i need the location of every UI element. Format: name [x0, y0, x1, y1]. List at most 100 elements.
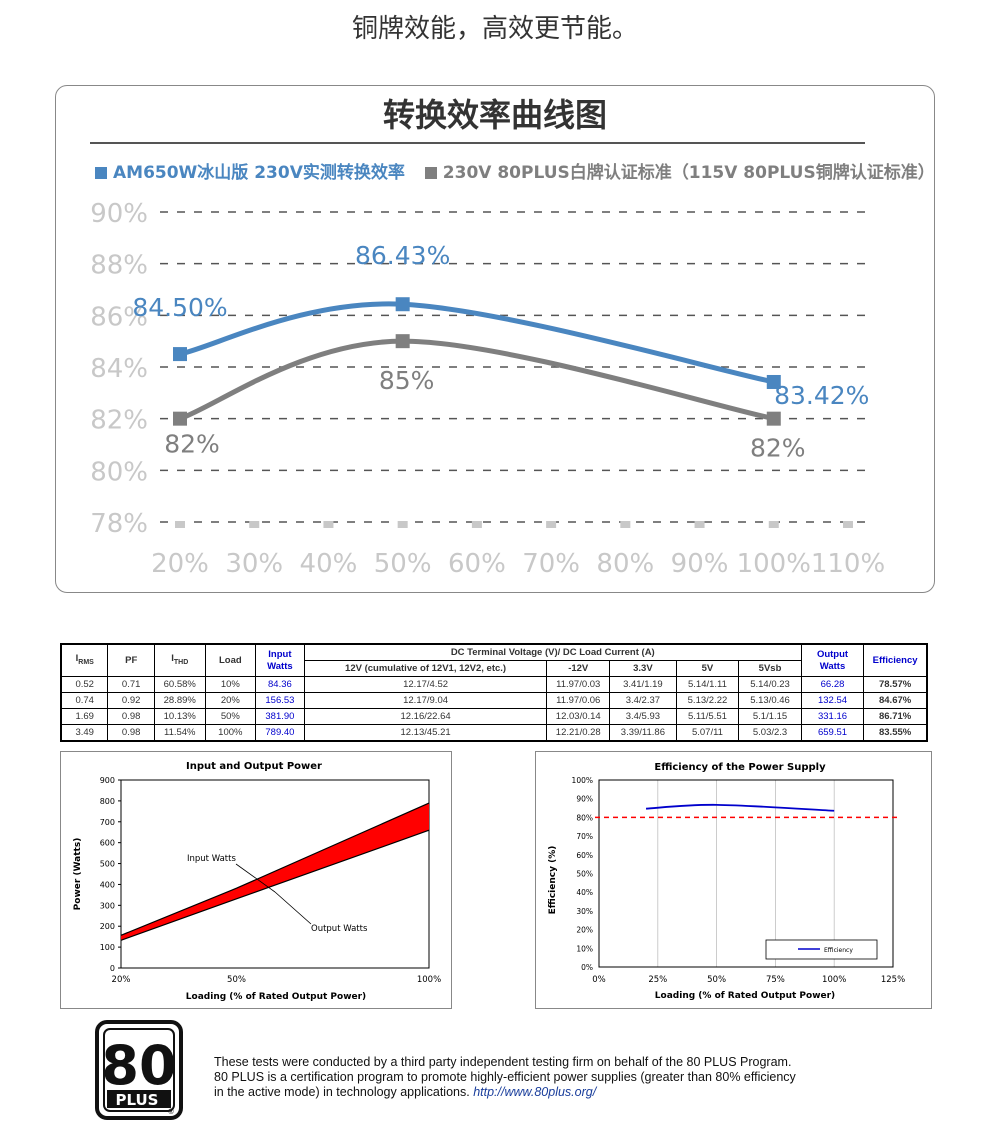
data-point — [395, 334, 410, 349]
col-5vsb: 5Vsb — [738, 660, 802, 677]
series-line — [177, 338, 777, 422]
y-tick-label: 100% — [572, 776, 593, 785]
legend-item-measured: AM650W冰山版 230V实测转换效率 — [95, 158, 405, 183]
cell-output-watts: 132.54 — [800, 692, 865, 709]
note-line-3: in the active mode) in technology applic… — [214, 1085, 597, 1099]
cell-minus12v: 12.21/0.28 — [546, 724, 611, 742]
input-output-power-chart: Input and Output Power 0 100 200 300 400 500 60… — [73, 761, 441, 1002]
eff-x-axis-title: Loading (% of Rated Output Power) — [655, 991, 835, 1001]
chart-title: 转换效率曲线图 — [382, 96, 607, 134]
80plus-logo: 80 PLUS ® — [95, 1020, 183, 1120]
cell-5vsb: 5.1/1.15 — [738, 708, 802, 725]
cell-irms: 3.49 — [60, 724, 109, 742]
y-tick-label: 10% — [576, 944, 593, 953]
cell-irms: 1.69 — [60, 708, 109, 725]
col-irms: IRMS — [60, 643, 109, 677]
y-tick-label: 800 — [100, 797, 115, 806]
cell-load: 10% — [204, 676, 257, 693]
cell-load: 100% — [204, 724, 257, 742]
data-label: 86.43% — [355, 241, 450, 270]
col-12v: 12V (cumulative of 12V1, 12V2, etc.) — [303, 660, 548, 677]
y-tick-label: 400 — [100, 880, 115, 889]
cell-input-watts: 156.53 — [255, 692, 305, 709]
x-tick-label: 70% — [522, 549, 580, 579]
x-tick-label: 75% — [766, 975, 785, 985]
x-tick-label: 100% — [737, 549, 811, 579]
x-tick-mark — [843, 521, 853, 528]
x-tick-mark — [694, 521, 705, 528]
cell-12v: 12.17/9.04 — [303, 692, 548, 709]
y-tick-label: 70% — [576, 832, 593, 841]
y-tick-label: 80% — [90, 457, 148, 487]
title-divider — [90, 142, 865, 144]
y-tick-label: 0 — [110, 964, 115, 973]
x-tick-label: 50% — [227, 975, 246, 985]
y-tick-label: 60% — [576, 851, 593, 860]
cell-pf: 0.92 — [107, 692, 155, 709]
data-point — [395, 297, 410, 312]
output-callout-line — [274, 891, 312, 925]
y-tick-label: 900 — [100, 776, 115, 785]
power-chart-title: Input and Output Power — [186, 761, 322, 772]
cell-12v: 12.13/45.21 — [303, 724, 548, 742]
legend-swatch-blue — [95, 167, 107, 179]
x-tick-mark — [249, 521, 260, 528]
disclaimer-note: These tests were conducted by a third pa… — [214, 1055, 796, 1100]
legend-label-standard: 230V 80PLUS白牌认证标准（115V 80PLUS铜牌认证标准） — [442, 163, 935, 183]
cell-pf: 0.98 — [107, 708, 155, 725]
legend-item-standard: 230V 80PLUS白牌认证标准（115V 80PLUS铜牌认证标准） — [424, 158, 935, 183]
x-tick-mark — [768, 521, 779, 528]
x-tick-label: 30% — [225, 549, 283, 579]
cell-minus12v: 11.97/0.03 — [546, 676, 611, 693]
y-tick-label: 82% — [90, 406, 148, 436]
cell-5vsb: 5.03/2.3 — [738, 724, 802, 742]
cell-efficiency: 83.55% — [863, 724, 928, 742]
x-tick-label: 20% — [151, 549, 209, 579]
logo-mark: ® — [168, 1108, 175, 1116]
x-tick-label: 60% — [448, 549, 506, 579]
x-tick-label: 80% — [596, 549, 654, 579]
x-tick-label: 25% — [648, 975, 667, 985]
x-tick-label: 110% — [811, 549, 885, 579]
x-tick-label: 50% — [707, 975, 726, 985]
cell-5vsb: 5.13/0.46 — [738, 692, 802, 709]
data-point — [173, 347, 187, 362]
cell-efficiency: 78.57% — [863, 676, 928, 693]
data-label: 83.42% — [774, 381, 869, 410]
cell-ithd: 10.13% — [153, 708, 206, 725]
x-tick-label: 125% — [881, 975, 905, 985]
table-row: 0.52 0.71 60.58% 10% 84.36 12.17/4.52 11… — [60, 676, 928, 693]
data-label: 82% — [164, 430, 220, 459]
cell-load: 20% — [204, 692, 257, 709]
80plus-link[interactable]: http://www.80plus.org/ — [473, 1085, 597, 1099]
cell-5v: 5.13/2.22 — [675, 692, 740, 709]
cell-12v: 12.16/22.64 — [303, 708, 548, 725]
chart-legend: AM650W冰山版 230V实测转换效率 230V 80PLUS白牌认证标准（1… — [95, 158, 949, 183]
eff-y-axis-title: Efficiency (%) — [548, 846, 558, 915]
eff-chart-title: Efficiency of the Power Supply — [654, 762, 826, 773]
y-tick-label: 50% — [576, 870, 593, 879]
y-tick-label: 30% — [576, 907, 593, 916]
cell-output-watts: 659.51 — [800, 724, 865, 742]
output-watts-line — [120, 829, 430, 941]
efficiency-chart-panel: Efficiency of the Power Supply 0% 25% 50% 75… — [535, 751, 932, 1009]
col-minus12v: -12V — [546, 660, 611, 677]
cell-efficiency: 84.67% — [863, 692, 928, 709]
col-input-watts: Input Watts — [255, 643, 305, 677]
data-point — [766, 411, 781, 426]
y-tick-label: 200 — [100, 922, 115, 931]
plot-frame — [120, 779, 430, 969]
y-tick-label: 600 — [100, 839, 115, 848]
cell-pf: 0.71 — [107, 676, 155, 693]
efficiency-curve-chart: 78% 80% 82% 84% 86% 88% 90% 20% 30% 40% 50% 60% 70% 8… — [90, 199, 885, 579]
power-chart-panel: Input and Output Power 0 100 200 300 400 500 60… — [60, 751, 452, 1009]
x-tick-mark — [175, 521, 185, 528]
cell-input-watts: 789.40 — [255, 724, 305, 742]
cell-5v: 5.14/1.11 — [675, 676, 740, 693]
efficiency-chart-card — [55, 85, 935, 593]
test-results-table: IRMS PF ITHD Load Input Watts DC Termina… — [60, 643, 928, 742]
cell-5v: 5.11/5.51 — [675, 708, 740, 725]
y-tick-label: 78% — [90, 509, 148, 539]
col-dc-terminal: DC Terminal Voltage (V)/ DC Load Current… — [303, 643, 802, 661]
output-watts-label: Output Watts — [311, 924, 368, 934]
